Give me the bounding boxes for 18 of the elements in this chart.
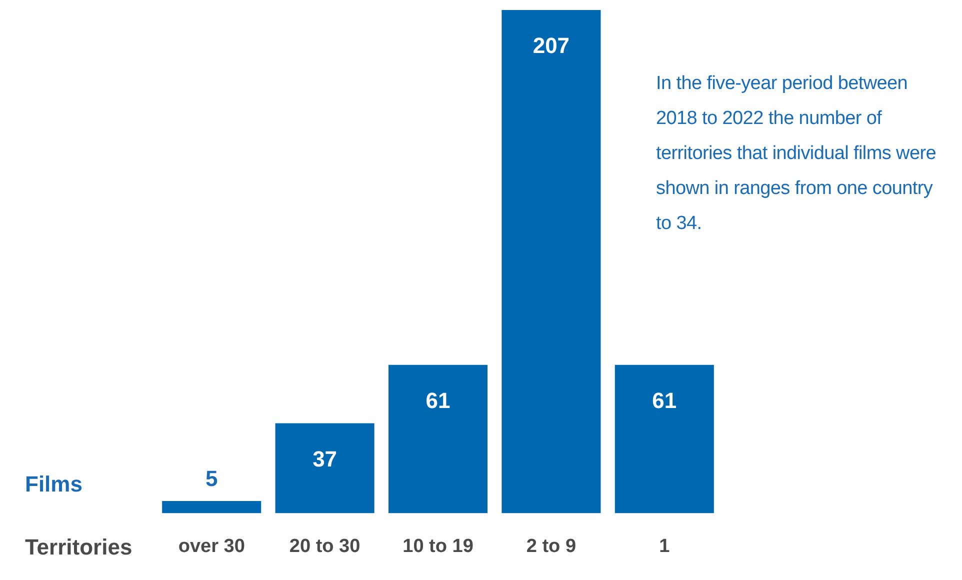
data-label: 61 [652, 388, 677, 413]
data-label: 37 [312, 446, 338, 472]
annotation: In the five-year period between 2018 to 2022 the number of territories that individual films were shown in ranges from one country to 34. [656, 72, 938, 236]
bar [614, 364, 714, 514]
data-label: 207 [532, 33, 570, 58]
x-tick-label: 20 to 30 [289, 536, 360, 557]
x-tick-label: 2 to 9 [526, 536, 576, 557]
y-axis-title: Films [25, 471, 82, 496]
bar [502, 10, 601, 514]
bar [275, 423, 374, 514]
x-tick-label: 1 [659, 536, 670, 557]
bar [388, 364, 488, 514]
x-tick-label: 10 to 19 [402, 536, 474, 557]
x-tick-label: over 30 [178, 536, 245, 557]
x-axis-title: Territories [25, 534, 132, 560]
bar [162, 501, 262, 514]
data-label: 5 [205, 466, 218, 492]
data-label: 61 [426, 388, 450, 413]
